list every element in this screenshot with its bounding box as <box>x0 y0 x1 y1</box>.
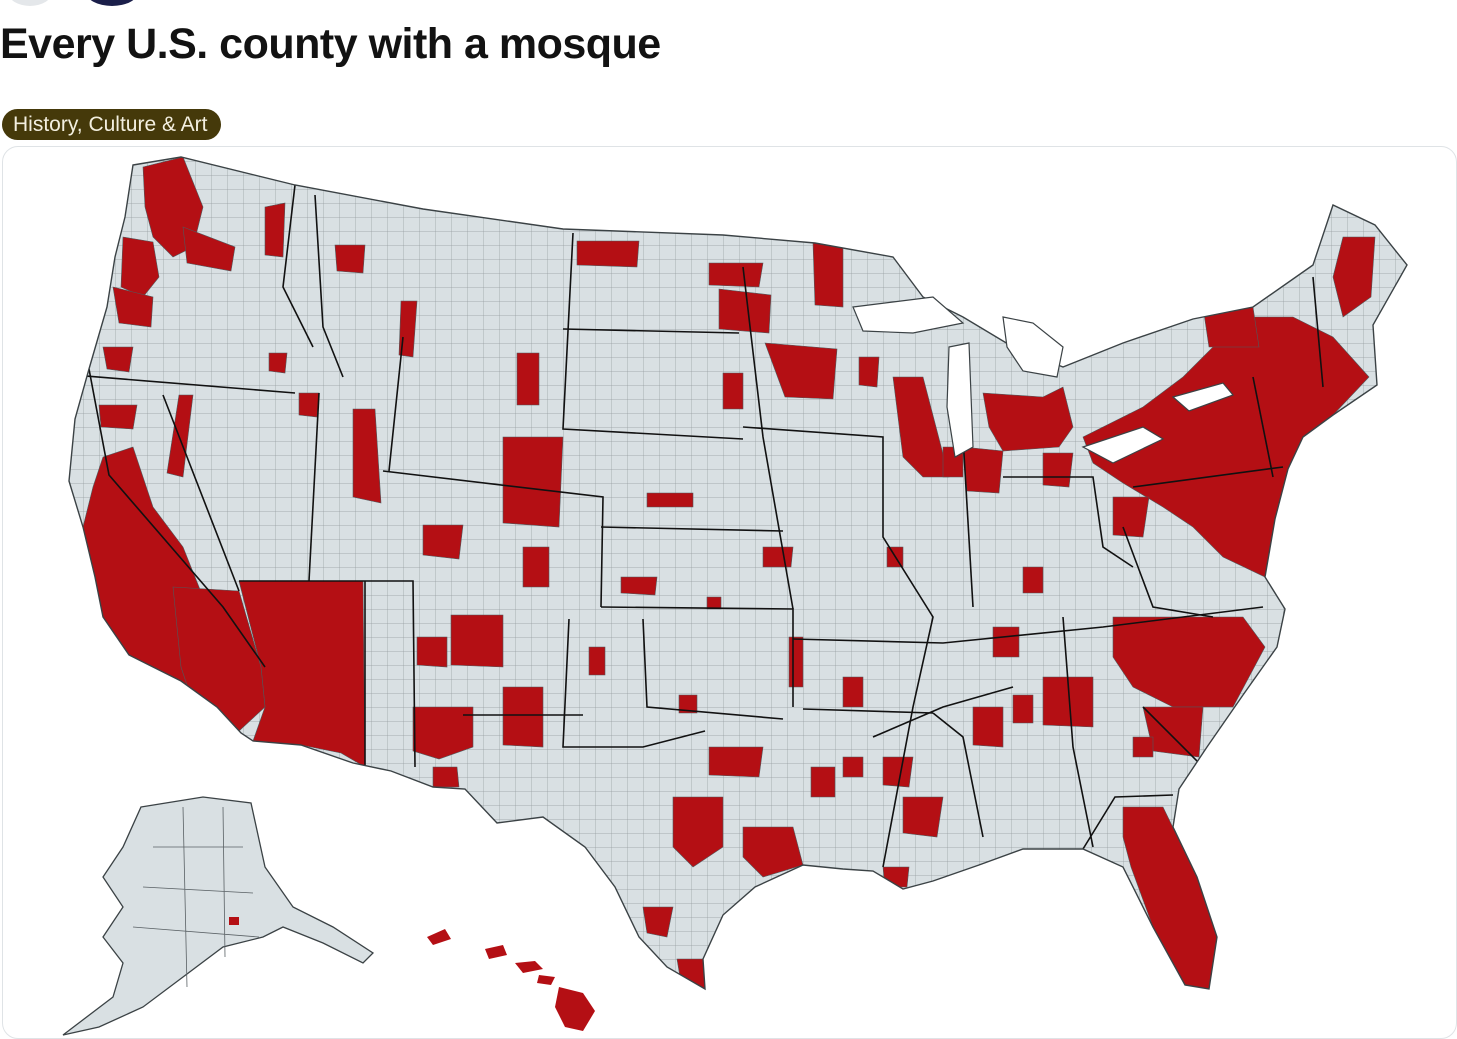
mosque-county <box>1202 306 1260 348</box>
mosque-county <box>268 352 288 374</box>
map-image-card[interactable] <box>2 146 1457 1039</box>
mosque-county <box>98 404 138 430</box>
mosque-county <box>416 636 448 668</box>
conus-outline <box>68 156 1408 991</box>
mosque-county <box>708 262 764 288</box>
mosque-county <box>502 436 564 528</box>
mosque-county <box>1042 452 1074 488</box>
mosque-county <box>620 576 658 596</box>
mosque-county <box>1022 566 1044 594</box>
post-title: Every U.S. county with a mosque <box>0 20 661 68</box>
author-avatar[interactable] <box>8 0 52 6</box>
mosque-county <box>706 596 722 610</box>
us-county-mosque-map <box>62 156 1408 1036</box>
mosque-county <box>678 694 698 714</box>
mosque-county <box>992 626 1020 658</box>
mosque-county <box>722 372 744 410</box>
mosque-county <box>972 706 1004 748</box>
mosque-county <box>102 346 134 373</box>
mosque-county <box>742 826 804 878</box>
mosque-county <box>718 288 772 334</box>
mosque-county <box>1132 736 1154 758</box>
author-avatars <box>0 0 200 8</box>
mosque-county <box>334 244 366 274</box>
mosque-county <box>182 226 236 272</box>
alaska <box>62 796 375 1036</box>
great-lakes <box>852 296 1235 464</box>
mosque-county <box>422 524 464 560</box>
mosque-county <box>1112 496 1150 538</box>
mosque-county <box>642 906 674 938</box>
mosque-county <box>812 242 844 308</box>
mosque-county <box>1042 676 1094 728</box>
mosque-county <box>229 917 239 925</box>
mosque-county <box>842 676 864 708</box>
mosque-county <box>398 300 418 358</box>
mosque-county <box>672 796 724 868</box>
mosque-county <box>450 614 504 668</box>
hawaii <box>427 929 595 1031</box>
mosque-county <box>1332 236 1376 318</box>
mosque-county <box>882 756 914 788</box>
mosque-county <box>762 546 794 568</box>
mosque-county <box>810 766 836 798</box>
mosque-counties <box>82 157 1376 989</box>
mosque-county <box>982 386 1074 452</box>
mosque-county <box>576 240 640 268</box>
mosque-county <box>502 686 544 748</box>
mosque-county <box>646 492 694 508</box>
mosque-county <box>1122 806 1218 989</box>
mosque-county <box>166 394 194 478</box>
state-borders <box>72 184 1324 868</box>
mosque-county <box>708 746 764 778</box>
mosque-county <box>858 356 880 388</box>
mosque-county <box>1012 694 1034 724</box>
mosque-county <box>522 546 550 588</box>
publication-avatar[interactable] <box>86 0 138 6</box>
mosque-county <box>764 342 838 400</box>
mosque-county <box>412 706 474 760</box>
mosque-county <box>352 408 382 504</box>
mosque-county <box>902 796 944 838</box>
mosque-county <box>788 636 804 688</box>
mosque-county <box>298 392 320 418</box>
category-tag[interactable]: History, Culture & Art <box>2 109 221 140</box>
mosque-county <box>962 446 1004 494</box>
mosque-county <box>588 646 606 676</box>
mosque-county <box>516 352 540 406</box>
mosque-county <box>112 286 154 328</box>
mosque-county <box>120 236 160 298</box>
mosque-county <box>264 202 286 258</box>
mosque-county <box>1142 706 1204 758</box>
mosque-county <box>432 766 460 788</box>
mosque-county <box>842 756 864 778</box>
mosque-county <box>676 958 708 989</box>
mosque-county <box>892 376 950 478</box>
